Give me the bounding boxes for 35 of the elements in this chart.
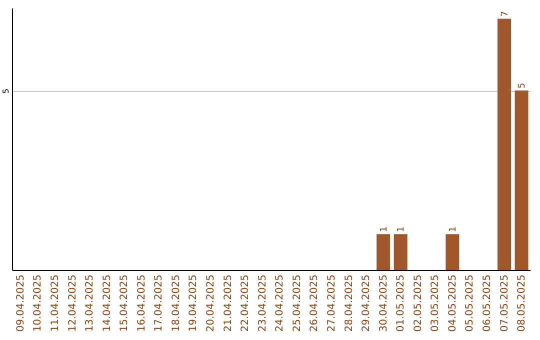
x-tick-label: 30.04.2025 (378, 274, 390, 332)
x-tick-label: 13.04.2025 (84, 274, 96, 332)
x-tick-label: 12.04.2025 (67, 274, 78, 332)
x-tick-label: 01.05.2025 (396, 274, 407, 332)
x-tick-label: 27.04.2025 (326, 274, 338, 332)
data-label: 1 (396, 226, 407, 232)
x-tick-label: 16.04.2025 (136, 274, 148, 332)
x-tick-label: 20.04.2025 (206, 274, 217, 332)
data-label: 1 (448, 226, 458, 232)
x-tick-label: 22.04.2025 (240, 274, 252, 332)
x-tick-label: 26.04.2025 (309, 274, 320, 332)
data-label: 1 (379, 226, 390, 232)
x-tick-label: 03.05.2025 (430, 274, 442, 332)
x-tick-label: 25.04.2025 (292, 274, 303, 332)
x-tick-label: 09.04.2025 (15, 274, 26, 332)
x-tick-label: 15.04.2025 (119, 274, 130, 332)
x-tick-label: 10.04.2025 (32, 274, 44, 332)
x-tick-label: 08.05.2025 (516, 274, 528, 332)
x-tick-label: 04.05.2025 (447, 274, 458, 332)
x-tick-label: 21.04.2025 (222, 274, 234, 332)
x-tick-label: 18.04.2025 (170, 274, 182, 332)
data-label: 5 (518, 82, 528, 89)
x-tick-label: 23.04.2025 (257, 274, 268, 332)
data-label: 7 (500, 11, 510, 17)
x-tick-label: 02.05.2025 (412, 274, 424, 332)
x-tick-label: 05.05.2025 (464, 274, 476, 332)
x-tick-label: 17.04.2025 (154, 274, 165, 332)
x-tick-label: 11.04.2025 (50, 274, 62, 332)
x-tick-label: 29.04.2025 (361, 274, 372, 332)
x-tick-label: 24.04.2025 (274, 274, 286, 332)
x-tick-label: 07.05.2025 (499, 274, 510, 332)
x-tick-label: 14.04.2025 (102, 274, 113, 332)
x-tick-label: 28.04.2025 (344, 274, 355, 332)
x-tick-label: 06.05.2025 (482, 274, 493, 332)
x-tick-label: 19.04.2025 (188, 274, 200, 332)
